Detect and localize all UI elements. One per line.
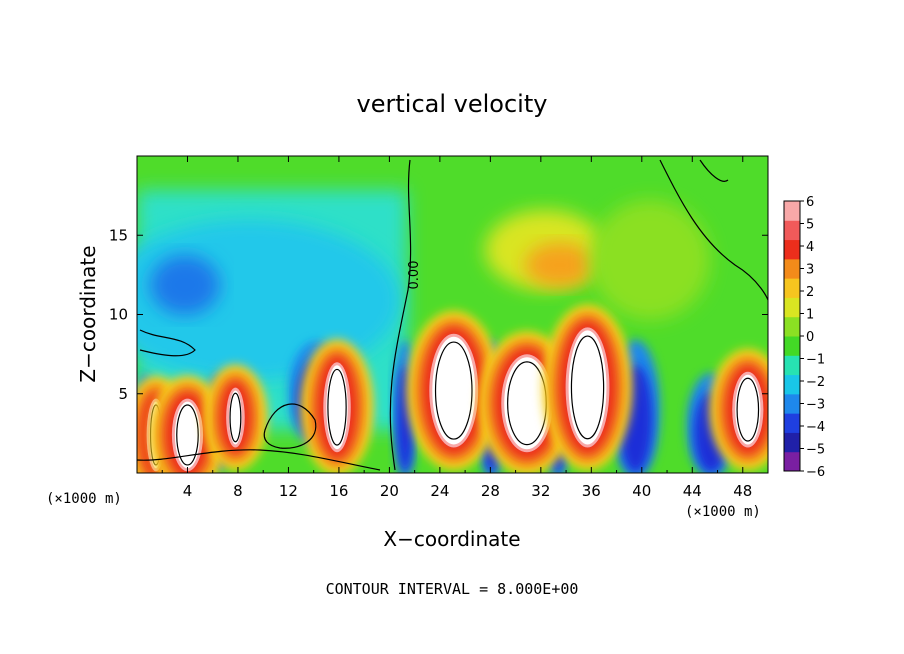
x-units-left: (×1000 m)	[46, 491, 122, 507]
field-blue-patch-left	[150, 255, 220, 315]
colorbar-swatch	[784, 451, 800, 472]
x-tick-label: 16	[329, 482, 348, 500]
contour-interval-note: CONTOUR INTERVAL = 8.000E+00	[326, 580, 579, 598]
updraft-core	[174, 401, 201, 469]
colorbar-swatch	[784, 432, 800, 453]
updraft-contour	[176, 404, 199, 466]
x-axis: 4 8 12 16 20 24 28 32 36 40 44 48	[161, 156, 752, 500]
plot-field: 0.00	[137, 156, 768, 473]
updraft-contour	[570, 335, 605, 440]
field-light-green-right	[590, 200, 710, 320]
zero-contour-mid-loop	[263, 403, 317, 449]
colorbar-tick-label: −1	[806, 353, 825, 368]
chart-title: vertical velocity	[357, 90, 548, 118]
updraft-core	[504, 357, 550, 450]
colorbar-tick-label: −4	[806, 420, 825, 435]
x-tick-label: 28	[481, 482, 500, 500]
updraft-contour	[736, 377, 760, 442]
y-axis: 5 10 15	[109, 226, 768, 403]
colorbar: 6 5 4 3 2 1 0 −1 −2 −3 −4 −5 −6	[783, 195, 825, 480]
x-tick-label: 36	[582, 482, 601, 500]
updraft-core	[432, 336, 476, 445]
y-tick-label: 15	[109, 226, 128, 244]
colorbar-tick-label: 0	[806, 330, 814, 345]
zero-contour-east	[659, 159, 768, 301]
x-tick-label: 20	[380, 482, 399, 500]
updraft-layer	[137, 304, 768, 473]
colorbar-tick-label: −6	[806, 465, 825, 480]
colorbar-tick-label: 1	[806, 308, 814, 323]
x-tick-label: 4	[183, 482, 193, 500]
zero-contour-west	[389, 159, 412, 471]
colorbar-swatch	[784, 278, 800, 298]
x-tick-label: 24	[430, 482, 449, 500]
colorbar-swatch	[784, 374, 800, 395]
x-tick-label: 40	[632, 482, 651, 500]
colorbar-swatch	[784, 201, 800, 221]
colorbar-swatch	[784, 258, 800, 279]
updraft-core	[229, 390, 242, 445]
updraft-core	[326, 365, 348, 450]
x-axis-label: X−coordinate	[383, 527, 520, 551]
y-axis-label: Z−coordinate	[76, 245, 100, 382]
colorbar-tick-label: 4	[806, 240, 814, 255]
colorbar-swatch	[784, 297, 800, 318]
x-tick-label: 32	[531, 482, 550, 500]
zero-contour-left-loop	[139, 329, 196, 357]
x-tick-label: 8	[233, 482, 243, 500]
y-tick-label: 5	[118, 385, 128, 403]
colorbar-tick-label: 3	[806, 263, 814, 278]
contour-value-label: 0.00	[407, 261, 422, 290]
colorbar-swatch	[784, 393, 800, 414]
updraft-contour	[327, 368, 347, 446]
colorbar-tick-label: −3	[806, 398, 825, 413]
x-tick-label: 48	[733, 482, 752, 500]
zero-contours	[137, 159, 768, 471]
colorbar-tick-label: −5	[806, 443, 825, 458]
colorbar-tick-label: 6	[806, 195, 814, 210]
colorbar-swatch	[784, 413, 800, 433]
colorbar-swatch	[784, 220, 800, 241]
colorbar-tick-label: −2	[806, 375, 825, 390]
zero-contour-lower	[137, 449, 381, 471]
colorbar-swatch	[784, 336, 800, 356]
colorbar-swatch	[784, 355, 800, 376]
colorbar-tick-label: 2	[806, 285, 814, 300]
updraft-contour	[229, 392, 242, 443]
x-tick-label: 44	[683, 482, 702, 500]
y-tick-label: 10	[109, 306, 128, 324]
zero-contour-top	[699, 159, 729, 182]
updraft-core	[735, 374, 761, 445]
field-upper-orange	[525, 243, 595, 287]
colorbar-swatch	[784, 316, 800, 337]
colorbar-swatch	[784, 239, 800, 260]
updraft-contour	[434, 341, 473, 440]
colorbar-tick-label: 5	[806, 218, 814, 233]
x-units-right: (×1000 m)	[685, 504, 761, 520]
updraft-core	[568, 330, 607, 445]
x-tick-label: 12	[279, 482, 298, 500]
